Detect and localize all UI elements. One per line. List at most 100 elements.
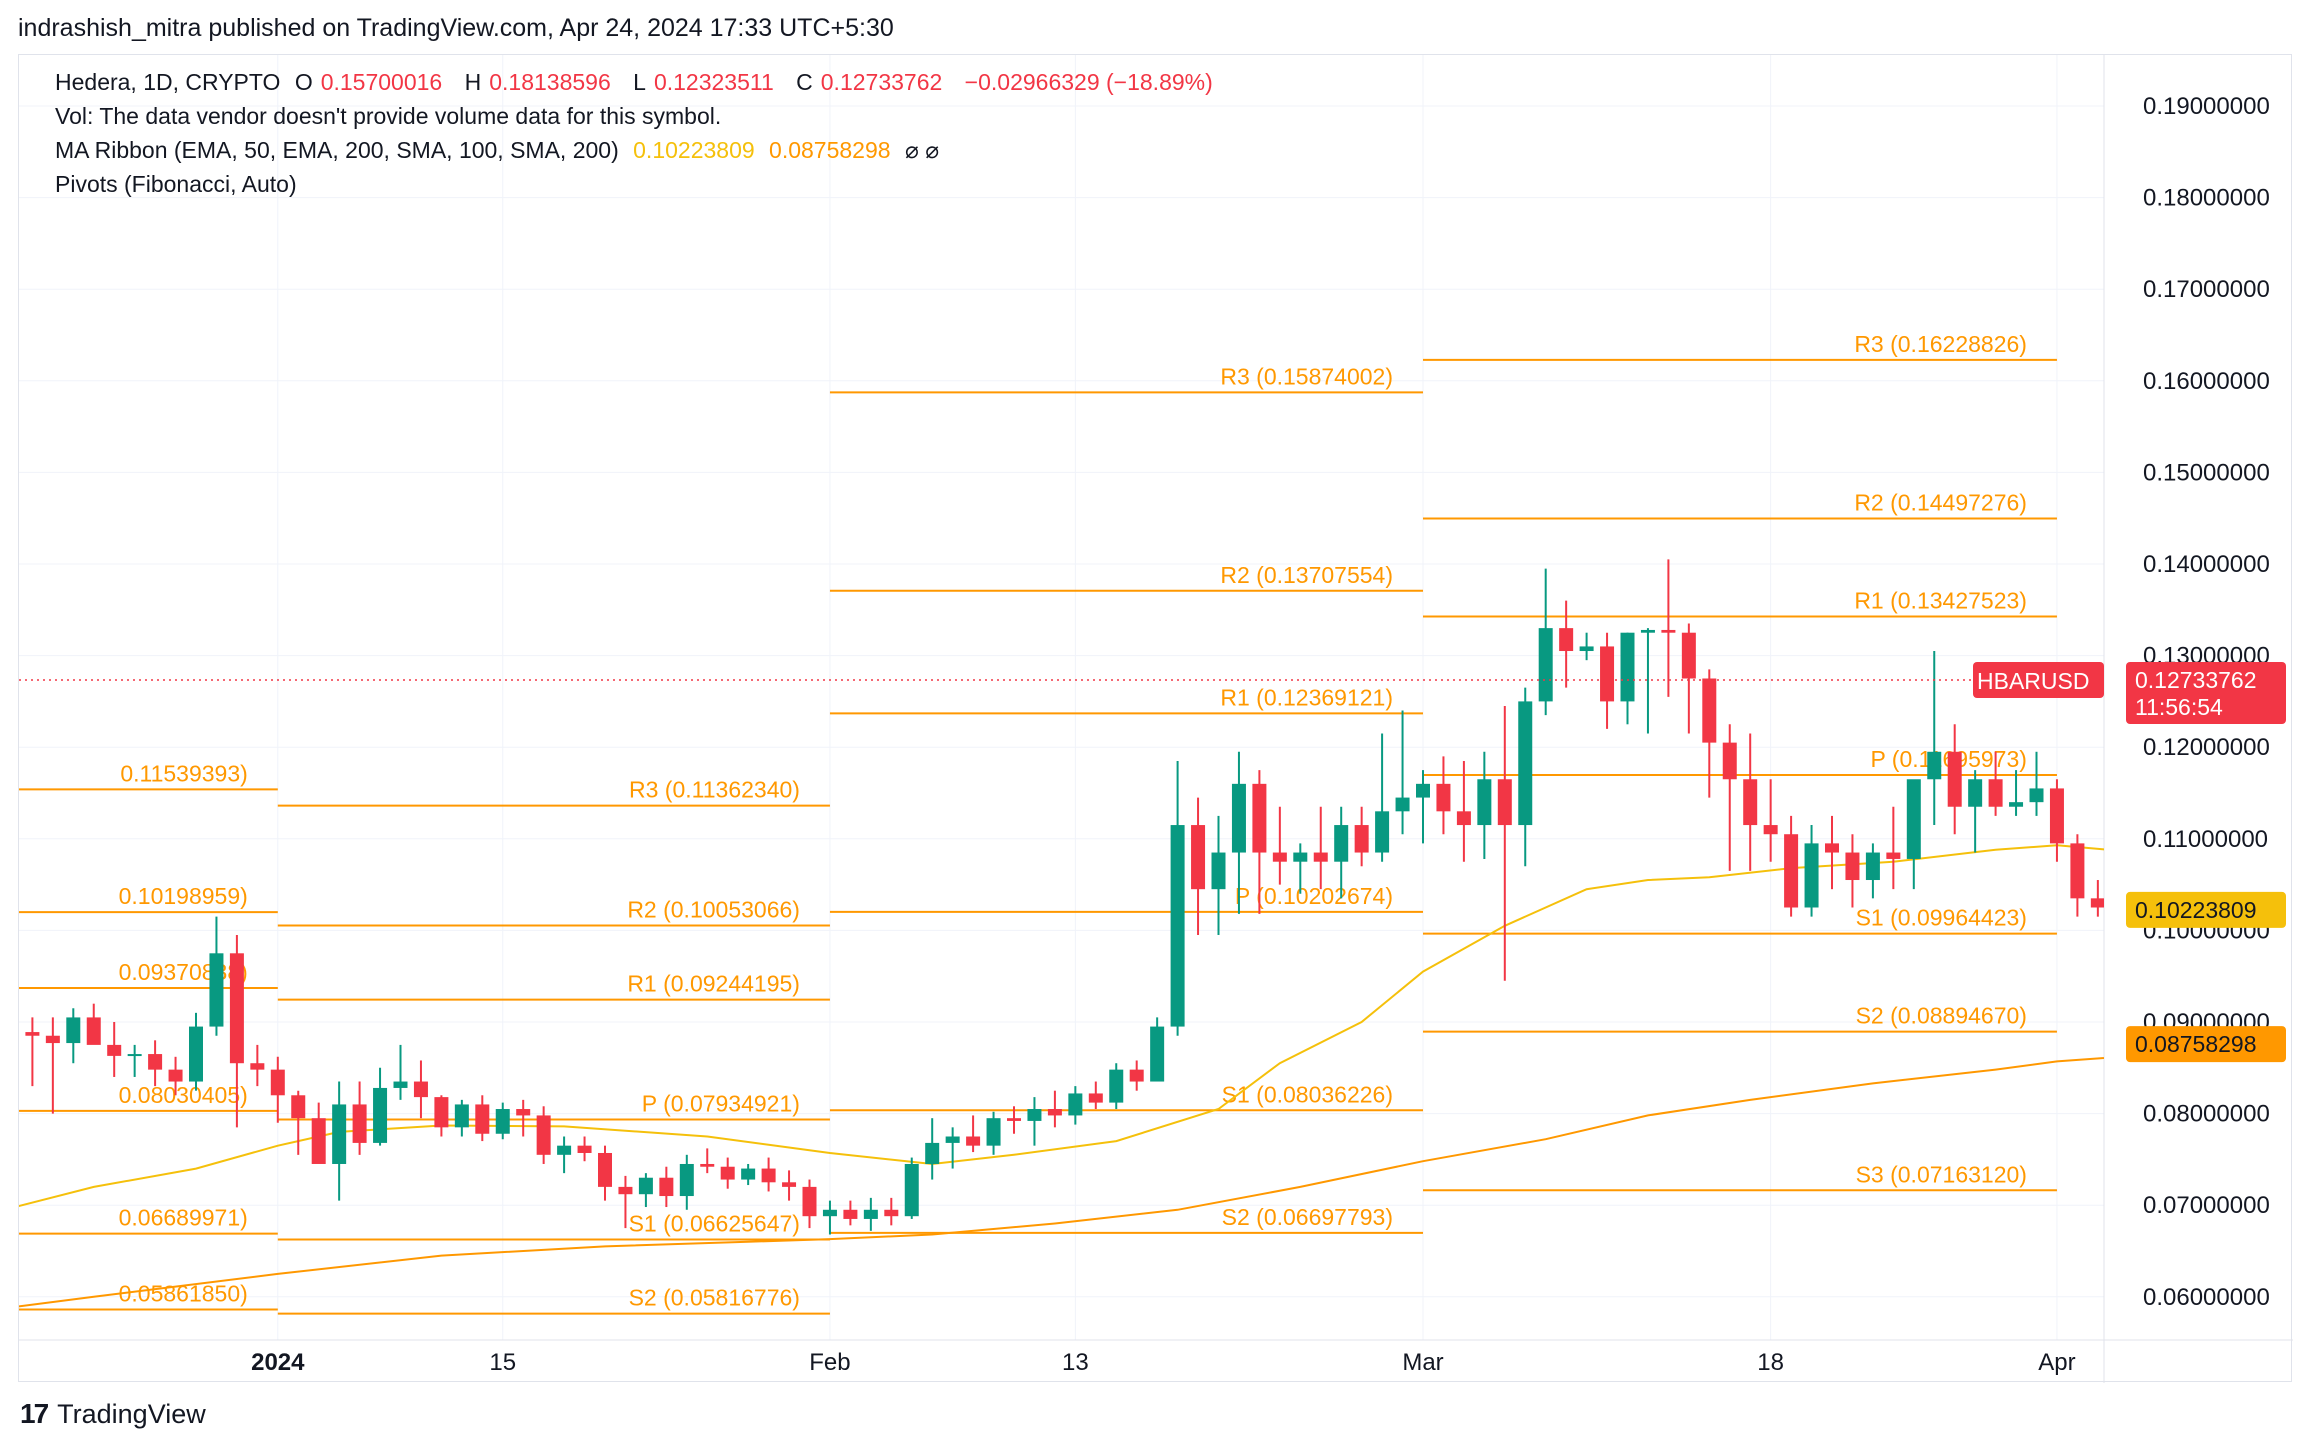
countdown-text: 11:56:54	[2135, 694, 2223, 720]
candle-body	[679, 1163, 694, 1197]
pivot-label: R1 (0.12369121)	[1220, 684, 1393, 710]
candle-body	[1865, 852, 1880, 881]
time-tick-label: 13	[1062, 1349, 1089, 1376]
candle-body	[1559, 628, 1574, 652]
legend-open: 0.15700016	[320, 69, 443, 95]
pivot-label: 0.08030405)	[119, 1082, 248, 1108]
ma-value-1: 0.10223809	[633, 137, 755, 163]
candle-body	[2193, 853, 2207, 880]
candle-body	[1395, 797, 1410, 812]
candle-body	[1436, 783, 1451, 812]
candle-body	[700, 1163, 715, 1167]
candle-body	[1007, 1118, 1021, 1121]
candle-body	[1088, 1093, 1103, 1103]
price-badge	[2126, 661, 2286, 724]
ma-badge-text: 0.10223809	[2135, 897, 2257, 923]
candle-body	[66, 1017, 81, 1044]
price-chart[interactable]: 0.11539393) 0.10198959) 0.09370838) 0.08030…	[19, 55, 2293, 1383]
pivot-label: R1 (0.09244195)	[627, 971, 800, 997]
price-tick-label: 0.06000000	[2143, 1284, 2270, 1311]
candle-body	[2214, 853, 2228, 899]
price-tick-label: 0.16000000	[2143, 368, 2270, 395]
candle-body	[1150, 1026, 1165, 1082]
candle-body	[802, 1186, 817, 1217]
pivot-label: 0.05861850)	[119, 1280, 248, 1306]
pivot-label: R3 (0.15874002)	[1220, 363, 1393, 389]
pivot-label: R2 (0.14497276)	[1854, 489, 2027, 515]
legend-high: 0.18138596	[489, 69, 611, 95]
price-tick-label: 0.18000000	[2143, 185, 2270, 212]
pivot-label: S2 (0.05816776)	[629, 1285, 800, 1311]
candle-body	[1927, 751, 1942, 780]
candle-body	[863, 1209, 878, 1219]
candle-body	[332, 1104, 347, 1164]
publisher-line: indrashish_mitra published on TradingVie…	[18, 14, 894, 42]
candle-body	[966, 1136, 981, 1146]
candle-body	[884, 1209, 899, 1217]
candle-body	[1293, 852, 1308, 862]
candle-body	[761, 1168, 776, 1183]
ma-badge-text: 0.08758298	[2135, 1031, 2257, 1057]
pivot-label: S3 (0.07163120)	[1856, 1161, 2027, 1187]
pivot-label: S1 (0.09964423)	[1856, 905, 2027, 931]
candle-body	[229, 953, 244, 1064]
candle-body	[45, 1035, 60, 1044]
price-tick-label: 0.17000000	[2143, 276, 2270, 303]
candle-body	[25, 1032, 40, 1036]
pivot-label: 0.06689971)	[119, 1205, 248, 1231]
legend-ma-ribbon[interactable]: MA Ribbon (EMA, 50, EMA, 200, SMA, 100, …	[55, 137, 947, 164]
candle-body	[557, 1145, 572, 1155]
candle-body	[148, 1054, 163, 1070]
candle-body	[107, 1044, 122, 1056]
candle-body	[2173, 875, 2187, 880]
candle-body	[536, 1115, 551, 1155]
candle-body	[1354, 825, 1369, 853]
time-tick-label: Apr	[2038, 1349, 2075, 1376]
pivot-label: P (0.07934921)	[642, 1091, 800, 1117]
legend-pivots[interactable]: Pivots (Fibonacci, Auto)	[55, 171, 297, 197]
candle-body	[1947, 751, 1962, 807]
candle-body	[2111, 880, 2125, 907]
candle-body	[311, 1118, 326, 1164]
time-tick-label: 18	[1757, 1349, 1784, 1376]
candle-body	[1640, 629, 1655, 633]
chart-frame[interactable]: 0.11539393) 0.10198959) 0.09370838) 0.08030…	[18, 54, 2293, 1383]
tradingview-logo-icon: 17	[20, 1398, 49, 1429]
candle-body	[1027, 1109, 1042, 1121]
candle-body	[1477, 779, 1492, 826]
price-tick-label: 0.08000000	[2143, 1101, 2270, 1128]
ma-ribbon-title: MA Ribbon (EMA, 50, EMA, 200, SMA, 100, …	[55, 137, 619, 163]
candle-body	[1804, 843, 1819, 908]
candle-body	[291, 1095, 306, 1119]
candle-body	[1988, 779, 2003, 807]
candle-body	[1068, 1093, 1083, 1116]
candle-body	[373, 1087, 388, 1143]
candle-body	[413, 1081, 428, 1098]
candle-body	[1538, 628, 1553, 702]
candle-body	[1191, 825, 1206, 890]
candle-body	[2009, 802, 2024, 807]
price-badge-text: 0.12733762	[2135, 667, 2257, 693]
candle-body	[1518, 701, 1533, 826]
candle-body	[454, 1104, 469, 1128]
tradingview-brand: TradingView	[57, 1398, 206, 1429]
pivot-label: 0.09370838)	[119, 959, 248, 985]
candle-body	[434, 1097, 449, 1128]
candle-body	[1968, 779, 1983, 807]
pivot-levels: 0.11539393) 0.10198959) 0.09370838) 0.08030…	[19, 331, 2057, 1315]
candle-body	[843, 1209, 858, 1219]
candle-body	[495, 1109, 510, 1134]
candle-body	[250, 1063, 265, 1070]
candle-body	[1845, 852, 1860, 881]
candle-body	[720, 1166, 735, 1180]
pivot-label: S2 (0.08894670)	[1856, 1003, 2027, 1029]
candle-body	[1497, 779, 1512, 826]
candle-body	[189, 1026, 203, 1082]
candle-body	[925, 1142, 940, 1164]
candle-body	[618, 1186, 633, 1195]
candle-body	[1231, 783, 1246, 853]
candle-body	[270, 1069, 285, 1096]
candle-body	[1906, 779, 1921, 859]
tradingview-footer[interactable]: 17 TradingView	[20, 1398, 206, 1430]
ma-badge	[2126, 1026, 2286, 1063]
